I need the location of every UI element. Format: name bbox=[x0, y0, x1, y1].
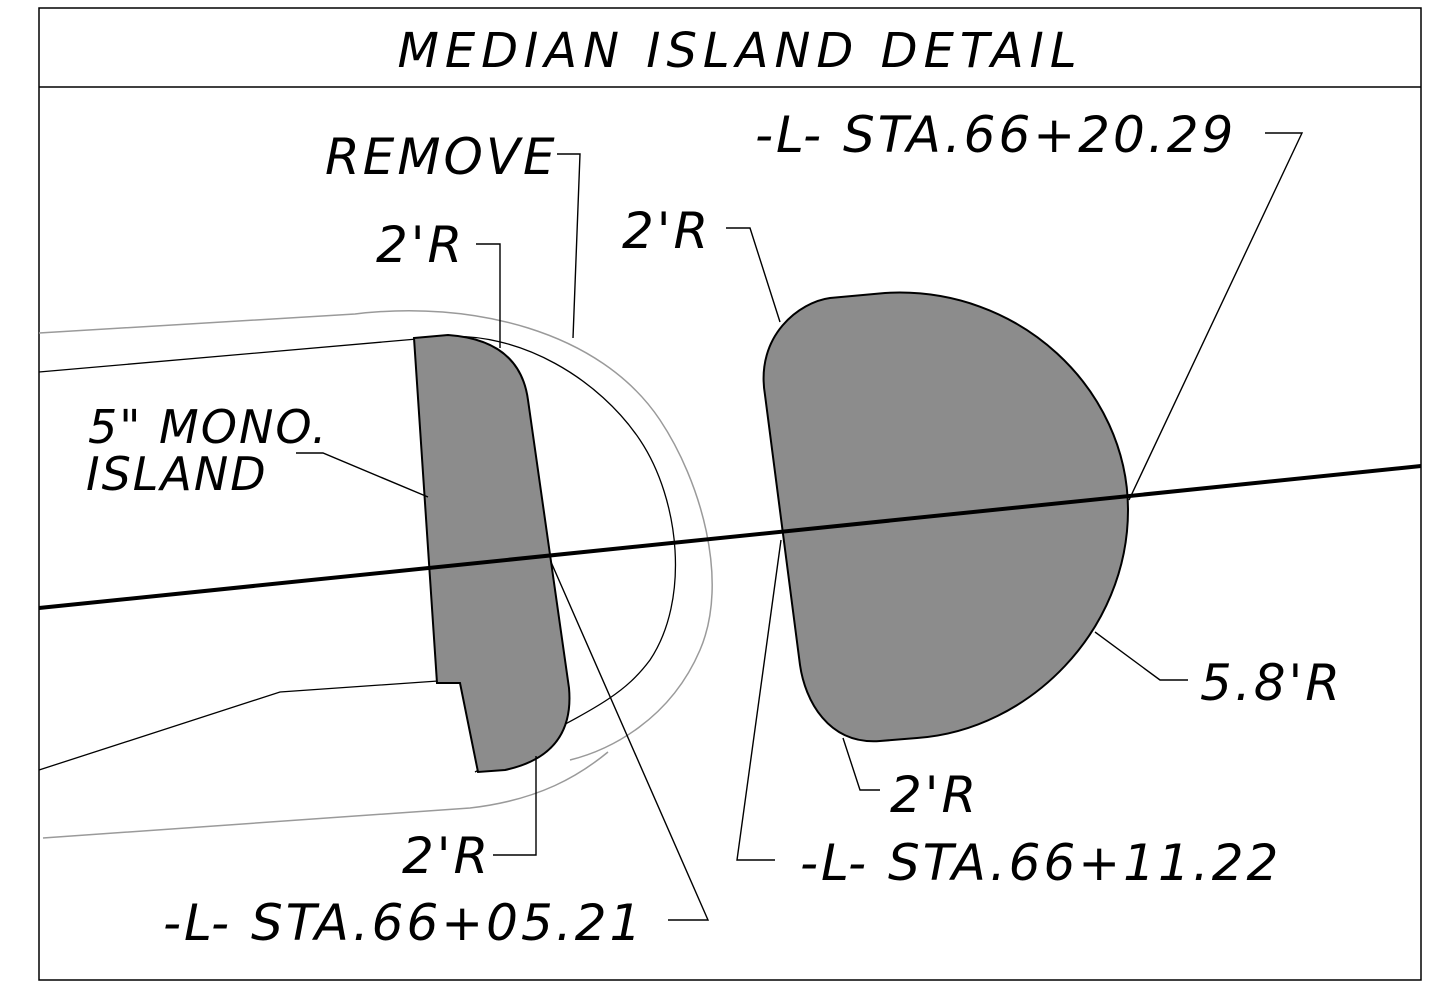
left-median-island bbox=[412, 333, 571, 774]
label-right-bottom-radius: 2'R bbox=[890, 766, 979, 824]
drawing-title: MEDIAN ISLAND DETAIL bbox=[397, 23, 1082, 79]
leader-station-2 bbox=[736, 539, 782, 861]
label-island-line2: ISLAND bbox=[86, 447, 268, 501]
leader-left-bottom-radius bbox=[493, 756, 537, 856]
leader-remove bbox=[557, 153, 581, 339]
existing-edge-top bbox=[38, 309, 713, 761]
label-station-3: -L- STA.66+20.29 bbox=[755, 106, 1236, 164]
leader-left-top-radius bbox=[476, 243, 501, 348]
leader-station-3 bbox=[1128, 132, 1304, 501]
right-median-island bbox=[762, 291, 1130, 743]
label-remove: REMOVE bbox=[325, 128, 558, 186]
drawing-border bbox=[38, 7, 1422, 981]
pavement-edge-bottom bbox=[38, 680, 439, 771]
pavement-edge-top bbox=[38, 335, 677, 773]
label-station-2: -L- STA.66+11.22 bbox=[800, 834, 1281, 892]
label-left-bottom-radius: 2'R bbox=[402, 827, 491, 885]
leader-mono-island bbox=[296, 452, 429, 498]
centerline-L bbox=[38, 464, 1422, 610]
leader-right-bottom-radius bbox=[842, 737, 880, 791]
label-right-large-radius: 5.8'R bbox=[1200, 654, 1343, 712]
leader-station-1 bbox=[550, 561, 710, 921]
leader-right-top-radius bbox=[726, 227, 781, 323]
label-right-top-radius: 2'R bbox=[622, 202, 711, 260]
label-left-top-radius: 2'R bbox=[376, 216, 465, 274]
label-station-1: -L- STA.66+05.21 bbox=[163, 894, 644, 952]
label-island-line1: 5" MONO. bbox=[88, 400, 328, 454]
leader-right-large-radius bbox=[1094, 631, 1188, 681]
existing-edge-bottom bbox=[42, 751, 609, 839]
